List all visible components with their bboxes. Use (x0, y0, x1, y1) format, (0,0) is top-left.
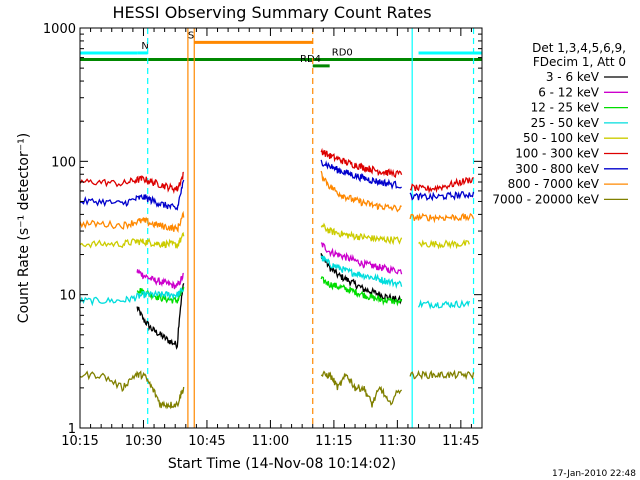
series-layer (79, 147, 475, 410)
series-line-6-0 (79, 179, 185, 211)
x-tick-label-2: 10:45 (188, 434, 225, 449)
vertical-lines-layer (147, 28, 475, 428)
legend-label-1: 6 - 12 keV (538, 85, 600, 99)
x-axis: 10:15 10:30 10:45 11:00 11:15 11:30 11:45 (61, 28, 483, 449)
overlay-label-n: N (141, 41, 148, 52)
legend-header-line-2: FDecim 1, Att 0 (533, 55, 626, 69)
legend-label-7: 800 - 7000 keV (508, 177, 600, 191)
series-line-3-0 (79, 287, 184, 307)
x-axis-label: Start Time (14-Nov-08 10:14:02) (168, 456, 396, 472)
legend: Det 1,3,4,5,6,9, FDecim 1, Att 0 3 - 6 k… (492, 41, 628, 206)
legend-label-8: 7000 - 20000 keV (492, 192, 599, 206)
series-line-7-1 (320, 170, 402, 213)
y-axis: 1 10 100 1000 (43, 22, 482, 437)
legend-label-3: 25 - 50 keV (531, 116, 600, 130)
series-line-8-2 (409, 369, 475, 381)
series-line-7-0 (79, 210, 185, 233)
overlay-label-rd0: RD0 (332, 48, 353, 59)
x-tick-label-6: 11:45 (442, 434, 479, 449)
series-line-1-0 (136, 269, 184, 290)
series-line-8-1 (320, 370, 403, 408)
legend-label-5: 100 - 300 keV (515, 147, 599, 161)
series-line-1-1 (320, 242, 403, 275)
y-axis-label: Count Rate (s⁻¹ detector⁻¹) (16, 133, 32, 323)
series-line-5-0 (79, 171, 185, 195)
y-tick-label-2: 100 (51, 155, 76, 170)
overlay-layer: N S RD0 RD4 (80, 30, 482, 68)
x-tick-label-5: 11:30 (379, 434, 416, 449)
series-line-0-0 (136, 283, 185, 350)
series-line-2-1 (320, 276, 403, 307)
series-line-0-1 (320, 253, 403, 305)
series-line-4-1 (320, 222, 403, 246)
y-tick-label-3: 1000 (43, 22, 76, 37)
overlay-label-rd4: RD4 (300, 54, 321, 65)
x-tick-label-0: 10:15 (61, 434, 98, 449)
y-tick-label-1: 10 (59, 289, 76, 304)
legend-label-6: 300 - 800 keV (515, 162, 599, 176)
series-line-8-0 (79, 370, 185, 410)
series-line-6-2 (409, 190, 475, 202)
overlay-label-s: S (188, 30, 194, 41)
series-line-4-2 (418, 239, 470, 250)
series-line-5-2 (409, 176, 474, 194)
series-line-5-1 (320, 147, 403, 179)
legend-label-2: 12 - 25 keV (531, 101, 600, 115)
series-line-4-0 (79, 231, 185, 250)
chart-title: HESSI Observing Summary Count Rates (112, 3, 431, 22)
legend-header-line-1: Det 1,3,4,5,6,9, (532, 41, 626, 55)
x-tick-label-3: 11:00 (252, 434, 289, 449)
footer-timestamp: 17-Jan-2010 22:48 (552, 469, 636, 479)
series-line-6-1 (320, 159, 402, 190)
legend-label-4: 50 - 100 keV (523, 131, 600, 145)
x-tick-label-4: 11:15 (315, 434, 352, 449)
series-line-3-1 (320, 255, 403, 290)
legend-label-0: 3 - 6 keV (546, 70, 600, 84)
plot-frame (79, 27, 483, 429)
series-line-7-2 (409, 212, 475, 224)
x-tick-label-1: 10:30 (125, 434, 162, 449)
series-line-3-2 (417, 299, 470, 310)
y-tick-label-0: 1 (68, 422, 76, 437)
